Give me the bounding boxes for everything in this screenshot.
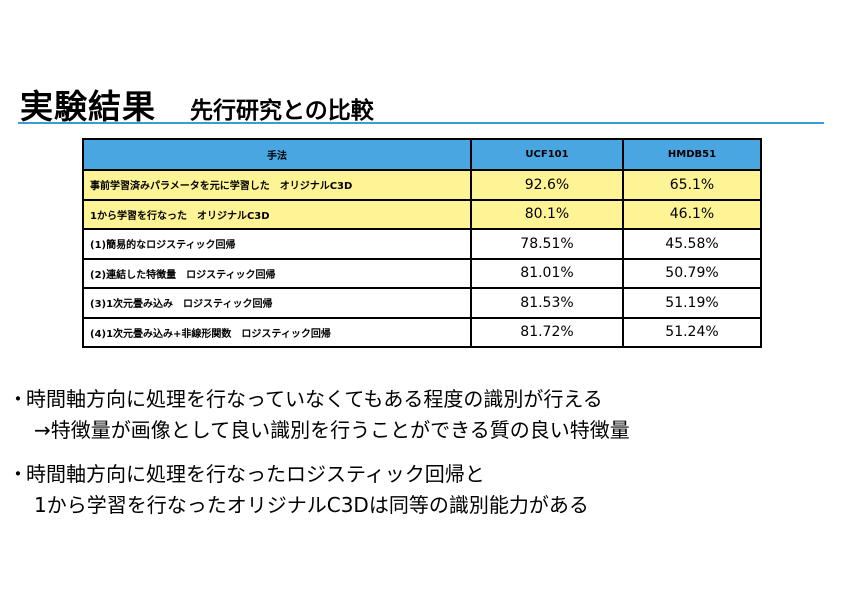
bullet-marker: ・ (8, 387, 28, 411)
ucf101-cell: 92.6% (470, 169, 624, 201)
table-row: (4)1次元畳み込み+非線形関数 ロジスティック回帰 81.72% 51.24% (82, 316, 762, 348)
ucf101-cell: 81.72% (470, 316, 624, 348)
hmdb51-cell: 50.79% (622, 257, 762, 289)
slide-title: 実験結果 先行研究との比較 (20, 80, 374, 128)
table-row: 事前学習済みパラメータを元に学習した オリジナルC3D 92.6% 65.1% (82, 169, 762, 201)
hmdb51-cell: 51.19% (622, 287, 762, 319)
hmdb51-cell: 51.24% (622, 316, 762, 348)
hmdb51-cell: 65.1% (622, 169, 762, 201)
ucf101-cell: 81.01% (470, 257, 624, 289)
bullet-text: 時間軸方向に処理を行なっていなくてもある程度の識別が行える (26, 387, 603, 411)
bullet-list: ・時間軸方向に処理を行なっていなくてもある程度の識別が行える →特徴量が画像とし… (8, 384, 630, 534)
table-row: (2)連結した特徴量 ロジスティック回帰 81.01% 50.79% (82, 257, 762, 289)
table-row: 1から学習を行なった オリジナルC3D 80.1% 46.1% (82, 198, 762, 230)
bullet-continuation: →特徴量が画像として良い識別を行うことができる質の良い特徴量 (34, 418, 630, 442)
page-subtitle: 先行研究との比較 (190, 98, 374, 124)
bullet-item: ・時間軸方向に処理を行なったロジスティック回帰と 1から学習を行なったオリジナル… (8, 459, 630, 521)
bullet-item: ・時間軸方向に処理を行なっていなくてもある程度の識別が行える →特徴量が画像とし… (8, 384, 630, 446)
hmdb51-cell: 46.1% (622, 198, 762, 230)
method-cell: (3)1次元畳み込み ロジスティック回帰 (82, 287, 472, 319)
bullet-text: 時間軸方向に処理を行なったロジスティック回帰と (26, 462, 485, 486)
bullet-line: ・時間軸方向に処理を行なっていなくてもある程度の識別が行える (8, 384, 630, 415)
ucf101-cell: 80.1% (470, 198, 624, 230)
method-cell: 事前学習済みパラメータを元に学習した オリジナルC3D (82, 169, 472, 201)
ucf101-cell: 78.51% (470, 228, 624, 260)
title-divider (18, 122, 824, 124)
bullet-line: ・時間軸方向に処理を行なったロジスティック回帰と (8, 459, 630, 490)
table-row: (3)1次元畳み込み ロジスティック回帰 81.53% 51.19% (82, 287, 762, 319)
results-table: 手法 UCF101 HMDB51 事前学習済みパラメータを元に学習した オリジナ… (82, 138, 762, 348)
table-row: (1)簡易的なロジスティック回帰 78.51% 45.58% (82, 228, 762, 260)
column-header-ucf101: UCF101 (470, 138, 624, 171)
method-cell: (1)簡易的なロジスティック回帰 (82, 228, 472, 260)
hmdb51-cell: 45.58% (622, 228, 762, 260)
column-header-hmdb51: HMDB51 (622, 138, 762, 171)
column-header-method: 手法 (82, 138, 472, 171)
page-title: 実験結果 (20, 87, 156, 126)
method-cell: 1から学習を行なった オリジナルC3D (82, 198, 472, 230)
bullet-marker: ・ (8, 462, 28, 486)
method-cell: (4)1次元畳み込み+非線形関数 ロジスティック回帰 (82, 316, 472, 348)
ucf101-cell: 81.53% (470, 287, 624, 319)
method-cell: (2)連結した特徴量 ロジスティック回帰 (82, 257, 472, 289)
table-header-row: 手法 UCF101 HMDB51 (82, 138, 762, 171)
bullet-continuation: 1から学習を行なったオリジナルC3Dは同等の識別能力がある (34, 493, 589, 517)
